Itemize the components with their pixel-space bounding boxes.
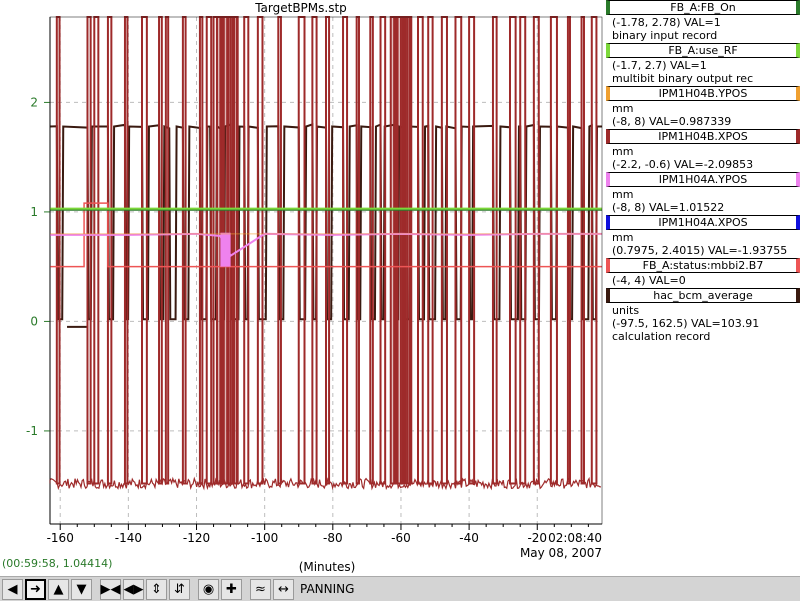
legend-item-fb-on[interactable]: FB_A:FB_On (-1.78, 2.78) VAL=1 binary in… bbox=[606, 0, 800, 42]
arrow-up-icon[interactable]: ▲ bbox=[48, 578, 69, 600]
zoom-out-y-icon[interactable]: ⇵ bbox=[169, 578, 190, 600]
autoscale-icon[interactable]: ≈ bbox=[250, 578, 271, 600]
series-ipm1h04b-xpos-spike bbox=[417, 16, 424, 485]
series-ipm1h04b-xpos-spike bbox=[509, 16, 517, 485]
y-tick-label: 0 bbox=[30, 314, 38, 328]
chart-plot[interactable]: -160 -140 -120 -100 -80 -60 -40 -20 02:08:40 2 1 0 -… bbox=[0, 0, 800, 576]
x-tick-label: -160 bbox=[47, 531, 74, 545]
arrow-right-icon[interactable]: ➜ bbox=[25, 578, 46, 600]
legend-item-use-rf[interactable]: FB_A:use_RF (-1.7, 2.7) VAL=1 multibit b… bbox=[606, 43, 800, 85]
legend-panel: FB_A:FB_On (-1.78, 2.78) VAL=1 binary in… bbox=[606, 0, 800, 344]
legend-item-hac-bcm[interactable]: hac_bcm_average units (-97.5, 162.5) VAL… bbox=[606, 288, 800, 343]
legend-label-ipm-b-xpos[interactable]: IPM1H04B.XPOS bbox=[606, 129, 800, 144]
legend-range: (-8, 8) VAL=1.01522 bbox=[612, 201, 725, 214]
series-ipm1h04b-xpos-spike bbox=[243, 16, 250, 485]
legend-range: (0.7975, 2.4015) VAL=-1.93755 bbox=[612, 244, 788, 257]
plot-frame bbox=[49, 16, 603, 525]
x-tick-label: -100 bbox=[251, 531, 278, 545]
series-ipm1h04b-xpos-spike bbox=[297, 16, 306, 485]
series-ipm1h04b-xpos bbox=[49, 476, 602, 491]
series-ipm1h04b-xpos-spike bbox=[93, 16, 100, 485]
legend-units: mm bbox=[612, 145, 634, 158]
chart-title: TargetBPMs.stp bbox=[255, 1, 347, 15]
zoom-out-x-icon[interactable]: ◀▶ bbox=[123, 578, 144, 600]
series-ipm1h04b-xpos-spike bbox=[549, 16, 558, 485]
legend-units: units bbox=[612, 304, 640, 317]
y-tick-label: -1 bbox=[26, 424, 38, 438]
crosshair-icon[interactable]: ✚ bbox=[221, 578, 242, 600]
zoom-in-y-icon[interactable]: ⇕ bbox=[146, 578, 167, 600]
legend-description: calculation record bbox=[612, 330, 711, 343]
x-tick-label: -60 bbox=[391, 531, 411, 545]
series-ipm1h04b-xpos-spike bbox=[427, 16, 434, 485]
legend-item-ipm-b-xpos[interactable]: IPM1H04B.XPOS mm (-2.2, -0.6) VAL=-2.098… bbox=[606, 129, 800, 171]
legend-label-ipm-b-ypos[interactable]: IPM1H04B.YPOS bbox=[606, 86, 800, 101]
record-icon[interactable]: ◉ bbox=[198, 578, 219, 600]
legend-description: multibit binary output rec bbox=[612, 72, 754, 85]
series-ipm1h04b-xpos-spike bbox=[311, 16, 318, 485]
series-ipm1h04b-xpos-spike bbox=[440, 16, 448, 485]
series-ipm1h04b-xpos-spike bbox=[141, 16, 148, 485]
legend-units: mm bbox=[612, 231, 634, 244]
pan-icon[interactable]: ↔ bbox=[273, 578, 294, 600]
legend-units: mm bbox=[612, 188, 634, 201]
x-tick-label: -140 bbox=[115, 531, 142, 545]
legend-range: (-8, 8) VAL=0.987339 bbox=[612, 115, 732, 128]
end-time-label: 02:08:40 bbox=[548, 531, 602, 545]
legend-item-ipm-a-ypos[interactable]: IPM1H04A.YPOS mm (-8, 8) VAL=1.01522 bbox=[606, 172, 800, 214]
legend-label-ipm-a-ypos[interactable]: IPM1H04A.YPOS bbox=[606, 172, 800, 187]
legend-units: mm bbox=[612, 102, 634, 115]
x-tick-label: -20 bbox=[527, 531, 547, 545]
x-tick-label: -40 bbox=[459, 531, 479, 545]
legend-item-ipm-b-ypos[interactable]: IPM1H04B.YPOS mm (-8, 8) VAL=0.987339 bbox=[606, 86, 800, 128]
series-ipm1h04b-xpos-spike bbox=[454, 16, 463, 485]
series-ipm1h04b-xpos-dense bbox=[390, 17, 408, 484]
legend-description: binary input record bbox=[612, 29, 718, 42]
series-ipm1h04b-xpos-spike bbox=[205, 16, 213, 485]
legend-range: (-97.5, 162.5) VAL=103.91 bbox=[612, 317, 760, 330]
mode-label: PANNING bbox=[300, 582, 355, 596]
y-tick-label: 1 bbox=[30, 205, 38, 219]
toolbar: ◀ ➜ ▲ ▼ ▶◀ ◀▶ ⇕ ⇵ ◉ ✚ ≈ ↔ PANNING bbox=[0, 576, 800, 601]
series-ipm1h04b-xpos-spike bbox=[164, 16, 170, 485]
series-ipm1h04b-xpos-spike bbox=[342, 16, 349, 485]
arrow-down-icon[interactable]: ▼ bbox=[71, 578, 92, 600]
series-ipm1h04a-ypos-excursion bbox=[220, 232, 231, 267]
legend-range: (-4, 4) VAL=0 bbox=[612, 274, 686, 287]
legend-item-ipm-a-xpos[interactable]: IPM1H04A.XPOS mm (0.7975, 2.4015) VAL=-1… bbox=[606, 215, 800, 257]
series-ipm1h04b-xpos-spike bbox=[590, 16, 598, 485]
legend-label-ipm-a-xpos[interactable]: IPM1H04A.XPOS bbox=[606, 215, 800, 230]
series-status-b7 bbox=[50, 202, 602, 268]
series-ipm1h04b-xpos-spike bbox=[519, 16, 527, 485]
legend-range: (-2.2, -0.6) VAL=-2.09853 bbox=[612, 158, 754, 171]
y-tick-label: 2 bbox=[30, 95, 38, 109]
arrow-left-icon[interactable]: ◀ bbox=[2, 578, 23, 600]
series-ipm1h04b-xpos-spike bbox=[491, 16, 498, 485]
legend-label-use-rf[interactable]: FB_A:use_RF bbox=[606, 43, 800, 58]
legend-label-fb-on[interactable]: FB_A:FB_On bbox=[606, 0, 800, 15]
legend-range: (-1.7, 2.7) VAL=1 bbox=[612, 59, 707, 72]
legend-range: (-1.78, 2.78) VAL=1 bbox=[612, 16, 721, 29]
x-tick-label: -120 bbox=[183, 531, 210, 545]
x-axis-title: (Minutes) bbox=[298, 560, 356, 574]
series-ipm1h04b-xpos-spike bbox=[379, 16, 387, 485]
legend-label-status-b7[interactable]: FB_A:status:mbbi2.B7 bbox=[606, 258, 800, 273]
series-ipm1h04b-xpos-spike bbox=[256, 16, 264, 485]
zoom-in-x-icon[interactable]: ▶◀ bbox=[100, 578, 121, 600]
date-label: May 08, 2007 bbox=[519, 546, 602, 560]
x-tick-label: -80 bbox=[323, 531, 343, 545]
series-ipm1h04b-xpos-spike bbox=[532, 16, 540, 485]
legend-item-status-b7[interactable]: FB_A:status:mbbi2.B7 (-4, 4) VAL=0 bbox=[606, 258, 800, 287]
cursor-readout: (00:59:58, 1.04414) bbox=[2, 557, 113, 570]
legend-label-hac-bcm[interactable]: hac_bcm_average bbox=[606, 288, 800, 303]
